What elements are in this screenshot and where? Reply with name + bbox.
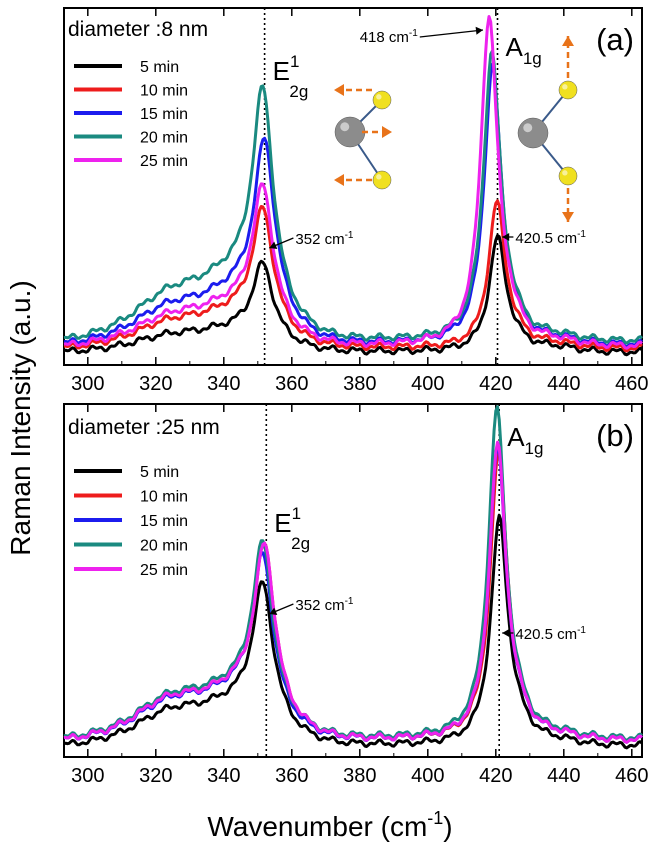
- legend-title: diameter :8 nm: [68, 18, 208, 41]
- panel-label: (a): [596, 22, 634, 57]
- x-tick-label: 420: [479, 765, 512, 787]
- x-tick-label: 320: [139, 373, 172, 395]
- legend-label: 20 min: [140, 538, 188, 555]
- annotation-arrowhead: [475, 26, 483, 35]
- s-atom: [372, 170, 392, 190]
- series-line-25-min: [63, 15, 643, 350]
- x-tick-label: 380: [343, 765, 376, 787]
- mode-label-e2g: E1 2g: [273, 52, 309, 101]
- s-atom-highlight: [376, 94, 382, 100]
- x-axis-label: Wavenumber (cm-1): [207, 808, 452, 842]
- legend-label: 25 min: [140, 153, 188, 170]
- s-atom: [372, 90, 392, 110]
- legend-label: 5 min: [140, 59, 179, 76]
- vibration-arrowhead: [562, 212, 574, 222]
- s-atom-highlight: [376, 174, 382, 180]
- x-tick-label: 400: [411, 373, 444, 395]
- x-tick-label: 340: [207, 373, 240, 395]
- x-tick-label: 340: [207, 765, 240, 787]
- legend-label: 15 min: [140, 513, 188, 530]
- x-tick-label: 440: [547, 373, 580, 395]
- x-tick-label: 360: [275, 373, 308, 395]
- legend-label: 5 min: [140, 464, 179, 481]
- x-tick-label: 380: [343, 373, 376, 395]
- s-atom: [558, 166, 578, 186]
- x-tick-label: 400: [411, 765, 444, 787]
- peak-annotation: 352 cm-1: [295, 596, 354, 614]
- series-line-5-min: [63, 513, 643, 750]
- mode-label-a1g: A1g: [507, 422, 543, 458]
- annotation-arrowhead: [269, 607, 278, 616]
- x-axis-label-tail: ): [443, 811, 452, 842]
- vibration-arrowhead: [382, 126, 392, 138]
- mo-atom-highlight: [340, 122, 350, 132]
- peak-annotation: 420.5 cm-1: [515, 229, 586, 247]
- molecule-diagrams: [334, 36, 578, 222]
- vibration-arrowhead: [334, 84, 344, 96]
- legend-label: 20 min: [140, 130, 188, 147]
- x-tick-label: 320: [139, 765, 172, 787]
- mode-label-a1g: A1g: [506, 32, 542, 68]
- peak-annotation: 352 cm-1: [295, 230, 354, 248]
- series-line-10-min: [63, 199, 643, 353]
- annotation-arrow: [419, 29, 484, 38]
- plot-frame: [63, 403, 643, 758]
- s-atom-highlight: [562, 84, 568, 90]
- series-line-5-min: [63, 234, 643, 357]
- vibration-arrowhead: [562, 36, 574, 46]
- mode-label-e2g: E1 2g: [274, 504, 310, 553]
- panel-a: 300 320 340 360 380 400 420 440 460 diameter :8 n…: [63, 7, 648, 395]
- mo-atom: [517, 117, 549, 149]
- series-line-20-min: [63, 49, 643, 345]
- x-axis-label-main: Wavenumber (cm: [207, 811, 427, 842]
- annotation-arrowhead: [502, 629, 510, 637]
- x-tick-label: 300: [71, 765, 104, 787]
- x-tick-label: 460: [615, 373, 648, 395]
- legend-label: 15 min: [140, 106, 188, 123]
- mo-atom: [334, 116, 366, 148]
- vibration-arrowhead: [334, 174, 344, 186]
- annotation-arrowhead: [502, 233, 510, 241]
- legend-title: diameter :25 nm: [68, 416, 220, 439]
- legend-label: 10 min: [140, 83, 188, 100]
- legend-label: 10 min: [140, 489, 188, 506]
- x-tick-label: 440: [547, 765, 580, 787]
- series-line-20-min: [63, 405, 643, 742]
- x-tick-label: 420: [479, 373, 512, 395]
- y-axis-label: Raman Intensity (a.u.): [5, 280, 36, 555]
- legend-label: 25 min: [140, 562, 188, 579]
- series-line-25-min: [63, 440, 643, 744]
- x-tick-label: 360: [275, 765, 308, 787]
- panel-label: (b): [596, 418, 634, 453]
- s-atom: [558, 80, 578, 100]
- peak-annotation: 418 cm-1: [360, 28, 419, 46]
- mo-atom-highlight: [523, 123, 533, 133]
- plot-frame: [63, 7, 643, 366]
- x-axis-label-sup: -1: [427, 808, 443, 828]
- panel-b: 300 320 340 360 380 400 420 440 460 diameter :25 …: [63, 403, 648, 787]
- peak-annotation: 420.5 cm-1: [515, 625, 586, 643]
- annotation-arrowhead: [269, 241, 278, 250]
- x-tick-label: 460: [615, 765, 648, 787]
- s-atom-highlight: [562, 170, 568, 176]
- x-tick-label: 300: [71, 373, 104, 395]
